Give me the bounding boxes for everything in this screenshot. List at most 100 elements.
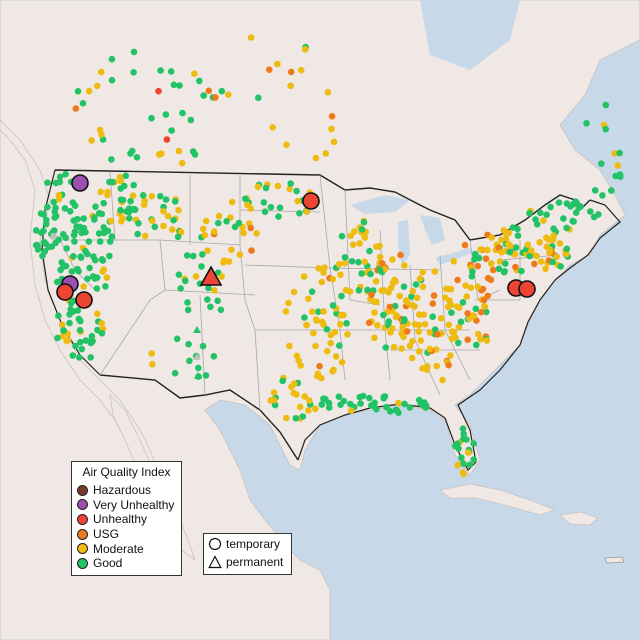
station-dot [55,312,62,320]
legend-label: Good [93,556,123,571]
station-dot [531,260,538,268]
station-dot [395,399,402,407]
station-dot [454,276,461,284]
station-dot [271,401,279,409]
station-dot [108,76,116,84]
station-dot [376,242,383,250]
station-dot [187,116,195,124]
station-dot [320,321,327,328]
station-dot [308,308,316,316]
legend-item-temporary: temporary [204,534,291,552]
station-dot [42,220,50,228]
station-dot [329,367,336,375]
station-dot [550,232,557,239]
station-dot [91,214,98,221]
station-dot [388,325,396,332]
station-dot [488,234,496,241]
station-dot [464,336,472,344]
station-dot [242,195,249,203]
hispaniola [559,511,599,526]
station-dot [404,299,411,306]
station-dot [469,312,477,320]
station-dot [61,205,69,212]
station-dot [50,227,57,235]
station-dot [117,185,124,192]
station-dot [617,173,624,180]
station-dot [99,268,106,275]
station-dot [93,285,101,292]
lake-huron [420,215,445,245]
station-dot [549,258,556,266]
station-markers [32,34,624,478]
station-dot [149,361,156,368]
station-dot [387,408,394,415]
station-dot [505,229,512,237]
station-dot [556,240,564,247]
station-dot [295,357,303,365]
station-dot [459,299,467,306]
station-dot [130,181,137,189]
legend-label: USG [93,527,120,542]
station-dot [215,219,222,227]
station-dot [205,284,212,292]
station-dot [141,232,149,240]
station-dot [389,279,397,287]
station-dot [306,397,313,404]
station-dot [358,226,366,233]
station-dot [488,260,495,267]
station-dot [399,324,407,331]
station-dot [473,341,480,349]
station-dot [308,288,316,296]
station-dot [98,131,105,138]
station-dot [218,273,225,280]
station-dot [274,182,282,190]
station-dot [54,334,61,342]
station-dot [347,400,354,408]
station-dot [587,208,594,215]
permanent-station-marker [194,372,202,379]
station-dot [175,271,183,279]
station-dot [412,281,420,288]
legend-title: Air Quality Index [82,465,171,479]
station-dot [461,241,469,249]
station-dot [66,319,73,327]
station-dot [447,352,454,359]
station-dot [86,264,93,272]
station-dot [286,342,293,350]
station-dot [542,265,549,273]
station-dot [401,400,408,408]
station-dot [327,331,335,339]
station-dot [267,203,275,211]
station-dot [433,362,441,370]
station-dot [50,232,57,240]
moderate-swatch-icon [77,543,88,555]
station-dot [276,204,284,211]
station-dot [89,273,97,280]
station-dot [55,191,63,199]
station-dot [367,270,374,278]
legend-item-usg: USG [72,527,181,542]
station-dot [199,251,206,258]
station-dot [477,246,485,253]
station-dot [475,330,482,338]
station-dot [500,268,508,276]
station-dot [117,196,125,203]
station-dot [207,303,214,311]
station-dot [303,208,311,215]
station-dot [415,348,423,355]
station-dot [368,291,375,299]
station-dot [171,198,179,205]
station-dot [477,336,484,343]
permanent-station-marker [193,326,201,333]
station-dot [292,415,300,422]
station-dot [419,365,426,372]
station-dot [210,228,218,235]
station-dot [134,230,141,238]
station-dot [293,187,300,195]
station-dot [409,287,417,295]
station-dot [614,162,621,169]
station-dot [460,435,467,443]
station-dot [100,224,107,231]
station-dot [373,406,380,413]
station-dot [470,456,478,463]
